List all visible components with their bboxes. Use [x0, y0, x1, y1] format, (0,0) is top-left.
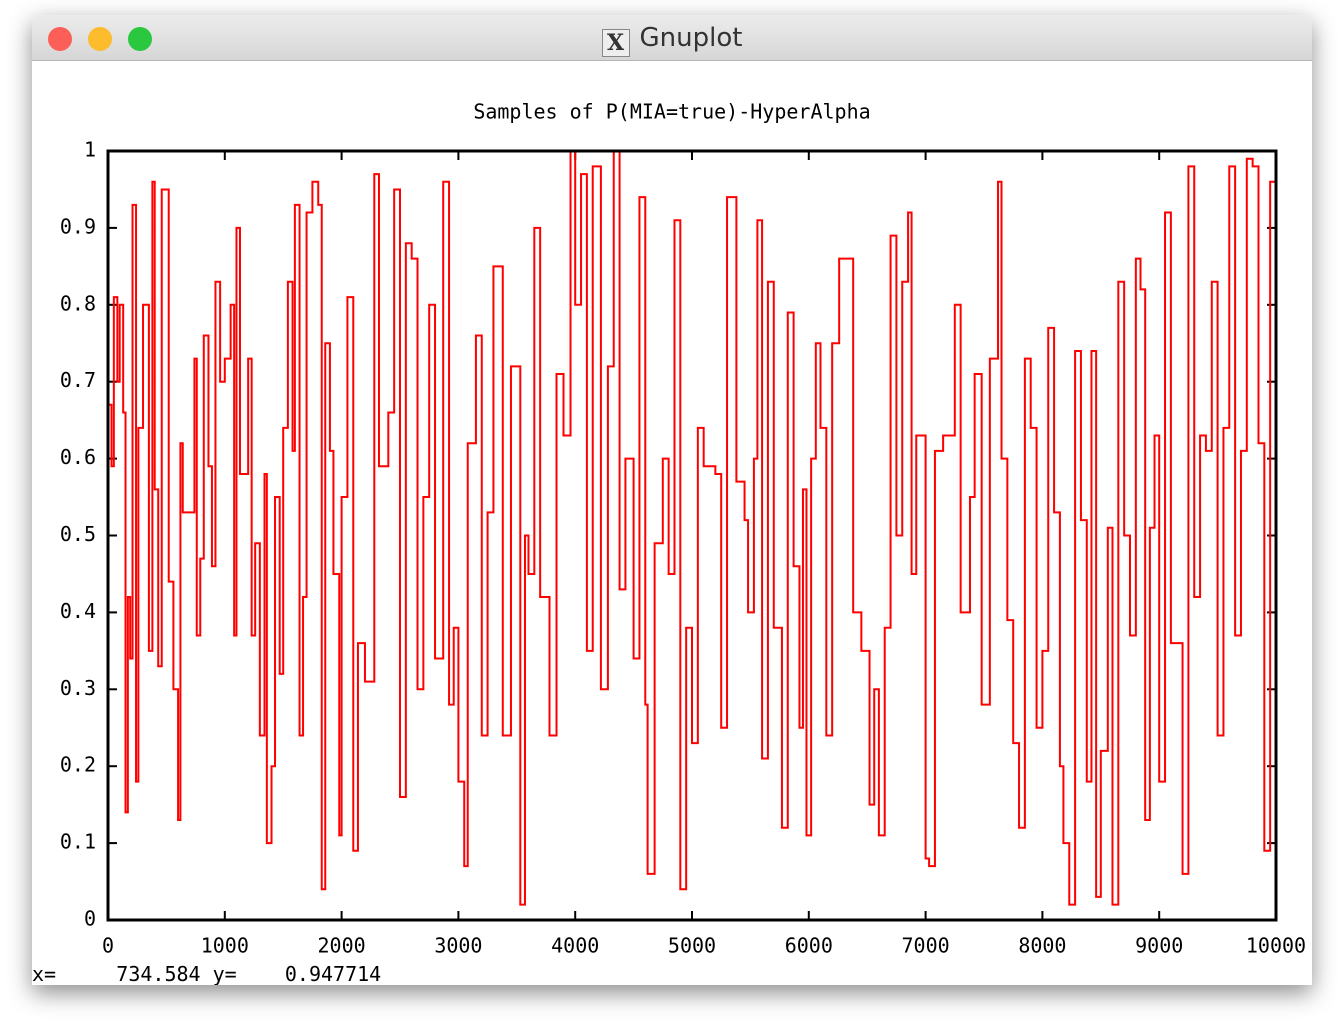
- zoom-button[interactable]: [128, 27, 152, 51]
- chart-title: Samples of P(MIA=true)-HyperAlpha: [473, 100, 870, 124]
- x-tick-label: 7000: [902, 934, 950, 958]
- title-bar: X Gnuplot: [32, 15, 1312, 61]
- y-tick-label: 0.8: [60, 291, 96, 315]
- y-tick-label: 0: [84, 907, 96, 931]
- status-bar: x= 734.584 y= 0.947714: [32, 962, 382, 985]
- x-tick-label: 0: [102, 934, 114, 958]
- y-tick-label: 1: [84, 138, 96, 162]
- x-tick-label: 10000: [1246, 934, 1306, 958]
- x-tick-label: 1000: [201, 934, 249, 958]
- x-tick-label: 8000: [1018, 934, 1066, 958]
- y-tick-label: 0.1: [60, 830, 96, 854]
- y-tick-label: 0.5: [60, 522, 96, 546]
- x-tick-label: 3000: [434, 934, 482, 958]
- x-tick-label: 6000: [785, 934, 833, 958]
- y-tick-label: 0.9: [60, 214, 96, 238]
- plot-border: [106, 149, 1278, 922]
- sample-trace: [108, 150, 1276, 906]
- window: X Gnuplot Samples of P(MIA=true)-HyperAlp…: [32, 15, 1312, 985]
- window-title: Gnuplot: [639, 23, 743, 53]
- y-tick-label: 0.7: [60, 368, 96, 392]
- minimize-button[interactable]: [88, 27, 112, 51]
- x-tick-label: 2000: [318, 934, 366, 958]
- x11-icon: X: [601, 29, 630, 57]
- y-tick-label: 0.3: [60, 676, 96, 700]
- close-button[interactable]: [48, 27, 72, 51]
- x-tick-label: 5000: [668, 934, 716, 958]
- chart: Samples of P(MIA=true)-HyperAlpha 0 0.1 0.…: [60, 100, 1306, 958]
- x-tick-label: 4000: [551, 934, 599, 958]
- y-tick-label: 0.6: [60, 445, 96, 469]
- window-title-wrap: X Gnuplot: [32, 23, 1312, 57]
- y-tick-label: 0.4: [60, 599, 96, 623]
- y-tick-label: 0.2: [60, 753, 96, 777]
- x-tick-label: 9000: [1135, 934, 1183, 958]
